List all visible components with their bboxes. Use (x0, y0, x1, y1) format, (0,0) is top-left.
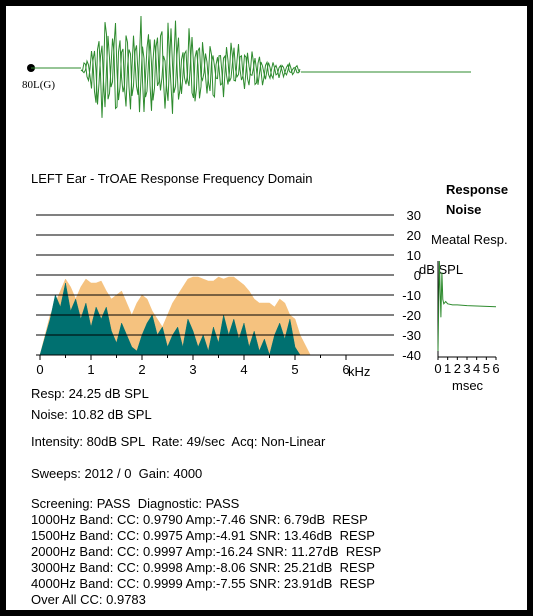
band-row: 1500Hz Band: CC: 0.9975 Amp:-4.91 SNR: 1… (31, 528, 375, 543)
legend-noise: Noise (446, 202, 482, 217)
y-tick-label: 30 (407, 208, 421, 223)
chart-title: LEFT Ear - TrOAE Response Frequency Doma… (31, 171, 313, 186)
x-tick-label: 3 (189, 362, 196, 377)
meatal-x-tick-label: 1 (444, 361, 451, 376)
meatal-x-tick-label: 6 (492, 361, 499, 376)
meatal-x-tick-label: 2 (454, 361, 461, 376)
screening-line: Screening: PASS Diagnostic: PASS (31, 496, 240, 511)
y-axis-unit-label: dB SPL (419, 262, 463, 277)
band-row: 1000Hz Band: CC: 0.9790 Amp:-7.46 SNR: 6… (31, 512, 368, 527)
sweeps-line: Sweeps: 2012 / 0 Gain: 4000 (31, 466, 203, 481)
x-tick-label: 6 (342, 362, 349, 377)
x-tick-label: 0 (36, 362, 43, 377)
meatal-x-tick-label: 3 (463, 361, 470, 376)
resp-value: Resp: 24.25 dB SPL (31, 386, 149, 401)
y-tick-label: 20 (407, 228, 421, 243)
x-axis-unit-label: kHz (348, 364, 370, 379)
waveform-trace-b (80, 22, 301, 113)
meatal-xlabel: msec (452, 378, 484, 393)
intensity-line: Intensity: 80dB SPL Rate: 49/sec Acq: No… (31, 434, 326, 449)
x-tick-label: 1 (87, 362, 94, 377)
meatal-trace (437, 260, 497, 352)
overall-cc: Over All CC: 0.9783 (31, 592, 146, 607)
band-row: 4000Hz Band: CC: 0.9999 Amp:-7.55 SNR: 2… (31, 576, 375, 591)
waveform-plot: 80L(G) (22, 15, 471, 118)
band-row: 2000Hz Band: CC: 0.9997 Amp:-16.24 SNR: … (31, 544, 382, 559)
meatal-x-tick-label: 0 (434, 361, 441, 376)
meatal-x-tick-label: 5 (483, 361, 490, 376)
legend-response: Response (446, 182, 509, 197)
y-tick-label: -30 (402, 328, 421, 343)
y-tick-label: -10 (402, 288, 421, 303)
y-tick-label: 0 (414, 268, 421, 283)
channel-label: 80L(G) (22, 79, 55, 91)
y-tick-label: -40 (402, 348, 421, 363)
y-tick-label: 10 (407, 248, 421, 263)
meatal-x-tick-label: 4 (473, 361, 480, 376)
y-tick-label: -20 (402, 308, 421, 323)
x-tick-label: 2 (138, 362, 145, 377)
toae-report: 80L(G) LEFT Ear - TrOAE Response Frequen… (6, 6, 527, 610)
x-tick-label: 4 (240, 362, 247, 377)
noise-value: Noise: 10.82 dB SPL (31, 407, 152, 422)
band-row: 3000Hz Band: CC: 0.9998 Amp:-8.06 SNR: 2… (31, 560, 375, 575)
meatal-title: Meatal Resp. (431, 232, 508, 247)
x-tick-label: 5 (291, 362, 298, 377)
